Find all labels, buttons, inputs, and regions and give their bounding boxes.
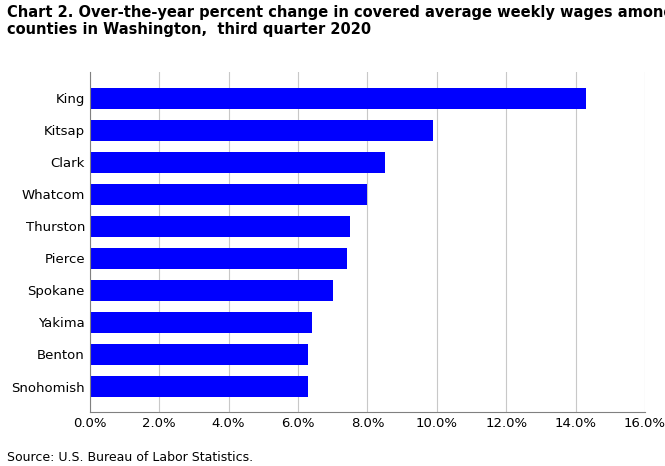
- Bar: [90, 280, 332, 301]
- Bar: [90, 184, 368, 205]
- Bar: [90, 216, 350, 237]
- Bar: [90, 120, 434, 141]
- Text: Source: U.S. Bureau of Labor Statistics.: Source: U.S. Bureau of Labor Statistics.: [7, 451, 253, 464]
- Bar: [90, 344, 309, 365]
- Bar: [90, 152, 385, 172]
- Text: Chart 2. Over-the-year percent change in covered average weekly wages among  the: Chart 2. Over-the-year percent change in…: [7, 5, 665, 37]
- Bar: [90, 312, 312, 333]
- Bar: [90, 88, 586, 109]
- Bar: [90, 376, 309, 397]
- Bar: [90, 248, 346, 269]
